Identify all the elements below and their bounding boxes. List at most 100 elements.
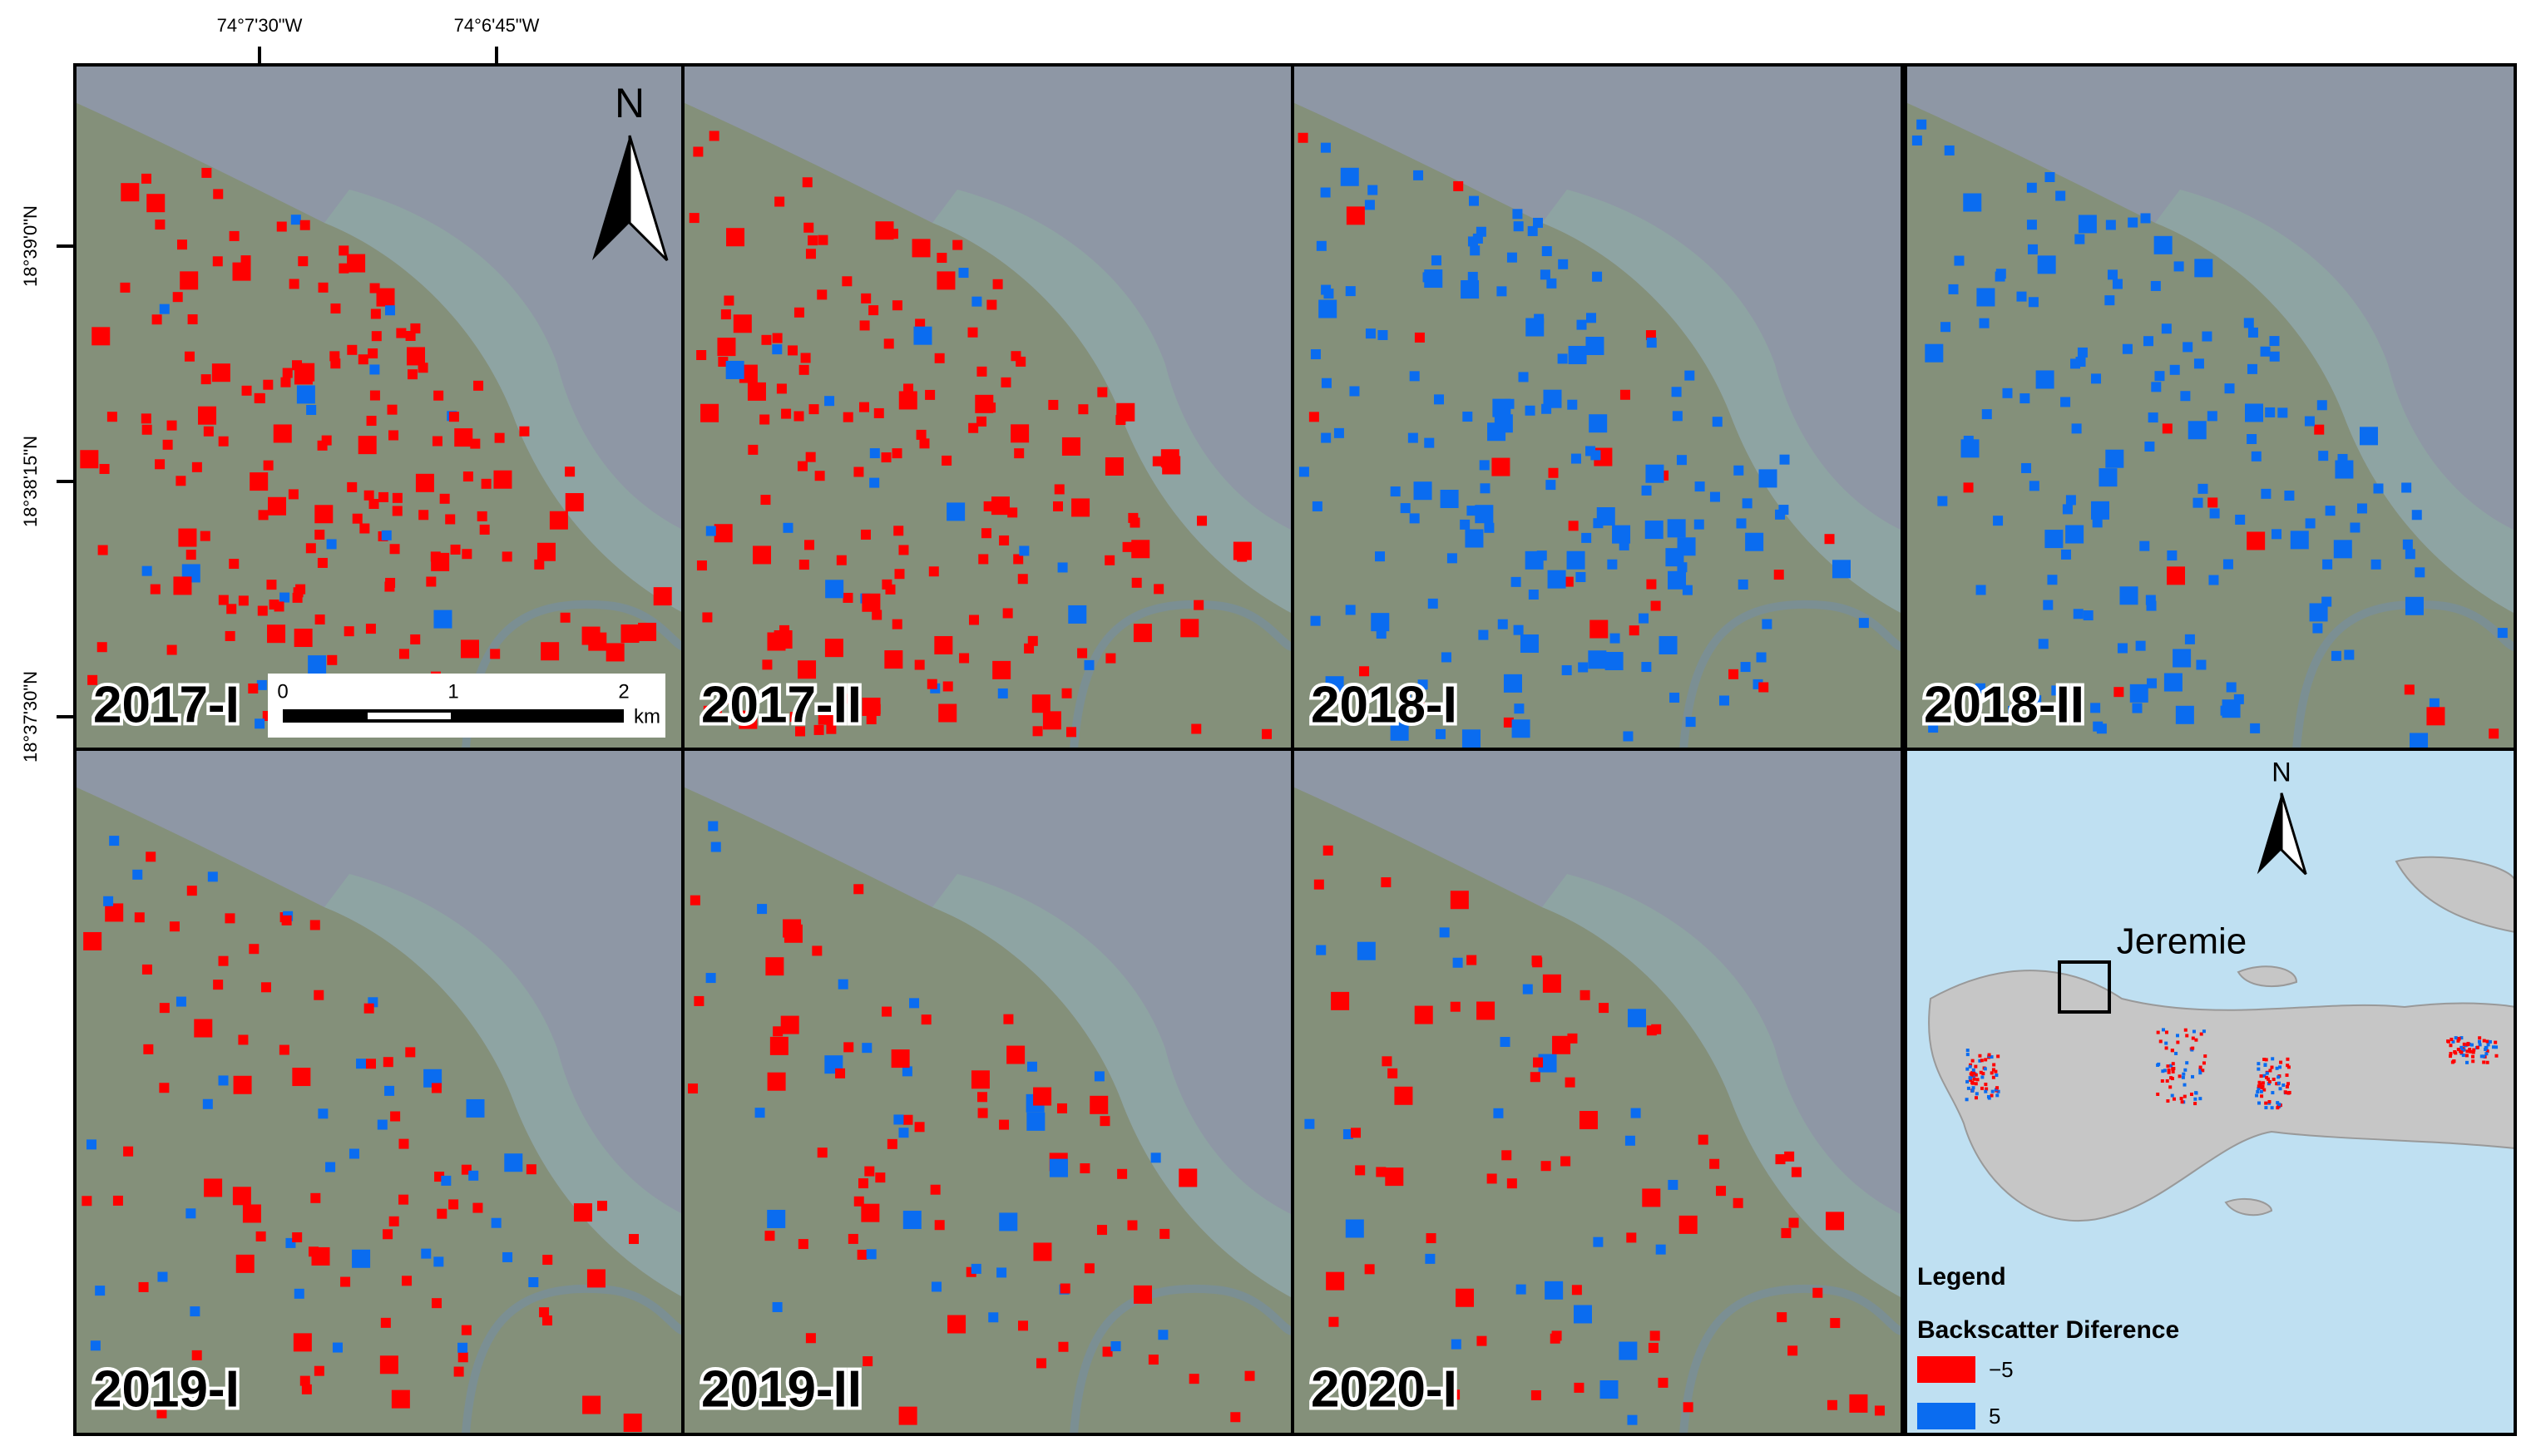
- change-pixel: [391, 1389, 410, 1409]
- change-pixel: [1385, 1167, 1404, 1187]
- change-pixel: [688, 1083, 699, 1094]
- change-pixel: [279, 592, 290, 603]
- change-pixel: [1158, 1330, 1169, 1340]
- change-pixel: [883, 338, 894, 349]
- change-pixel: [534, 559, 545, 570]
- inset-pixel: [2485, 1049, 2489, 1054]
- change-pixel: [717, 338, 736, 357]
- change-pixel: [281, 915, 292, 925]
- change-pixel: [169, 921, 180, 932]
- change-pixel: [991, 496, 1010, 516]
- change-pixel: [919, 438, 930, 449]
- inset-pixel: [1986, 1094, 1990, 1098]
- change-pixel: [1593, 1236, 1604, 1247]
- change-pixel: [2019, 393, 2030, 404]
- change-pixel: [769, 1036, 789, 1055]
- change-pixel: [1532, 217, 1543, 228]
- change-pixel: [1543, 389, 1562, 408]
- change-pixel: [999, 535, 1010, 545]
- change-pixel: [798, 364, 809, 375]
- change-pixel: [2175, 705, 2194, 724]
- change-pixel: [2129, 684, 2148, 703]
- change-pixel: [1003, 1014, 1014, 1024]
- change-pixel: [1511, 719, 1530, 738]
- change-pixel: [2044, 171, 2055, 182]
- change-pixel: [1057, 562, 1068, 573]
- legend-title: Legend: [1917, 1263, 2006, 1291]
- change-pixel: [2026, 182, 2037, 193]
- change-pixel: [2051, 685, 2062, 696]
- change-pixel: [1981, 409, 1992, 420]
- inset-pixel: [1965, 1079, 1970, 1083]
- change-pixel: [1116, 402, 1135, 422]
- change-pixel: [1740, 662, 1751, 673]
- change-pixel: [1320, 187, 1331, 198]
- change-pixel: [1394, 1086, 1413, 1105]
- inset-pixel: [2259, 1089, 2263, 1093]
- change-pixel: [2316, 400, 2327, 411]
- change-pixel: [2065, 495, 2076, 506]
- scale-bar: [368, 713, 451, 719]
- change-pixel: [536, 542, 556, 561]
- change-pixel: [2119, 586, 2138, 605]
- change-pixel: [1068, 605, 1087, 624]
- change-pixel: [2153, 235, 2173, 254]
- inset-pixel: [2156, 1030, 2160, 1034]
- change-pixel: [1525, 550, 1544, 570]
- inset-pixel: [1978, 1054, 1982, 1058]
- change-pixel: [718, 357, 729, 368]
- change-pixel: [1058, 1341, 1069, 1352]
- change-pixel: [1668, 1179, 1678, 1190]
- inset-pixel: [2263, 1063, 2267, 1067]
- inset-pixel: [2277, 1103, 2281, 1107]
- change-pixel: [1788, 1217, 1799, 1228]
- change-pixel: [565, 493, 584, 512]
- river: [1679, 1284, 1904, 1434]
- change-pixel: [381, 530, 392, 540]
- river: [1679, 600, 1904, 750]
- change-pixel: [358, 436, 377, 455]
- change-pixel: [2061, 549, 2072, 560]
- inset-pixel: [2262, 1088, 2267, 1092]
- inset-pixel: [1965, 1067, 1970, 1071]
- change-pixel: [938, 703, 957, 723]
- change-pixel: [1127, 1220, 1138, 1231]
- change-pixel: [185, 1208, 196, 1219]
- inset-pixel: [1990, 1055, 1994, 1059]
- change-pixel: [1316, 945, 1327, 955]
- change-pixel: [898, 1128, 909, 1138]
- change-pixel: [733, 314, 752, 333]
- change-pixel: [968, 614, 979, 625]
- change-pixel: [1586, 313, 1597, 323]
- change-pixel: [200, 531, 210, 541]
- change-pixel: [857, 1249, 868, 1260]
- change-pixel: [843, 592, 853, 603]
- change-pixel: [1313, 879, 1324, 890]
- inset-pixel: [2478, 1036, 2482, 1040]
- change-pixel: [2245, 403, 2264, 422]
- change-pixel: [802, 177, 813, 188]
- change-pixel: [314, 1365, 324, 1376]
- change-pixel: [2162, 423, 2173, 434]
- change-pixel: [134, 912, 145, 923]
- change-pixel: [198, 406, 217, 425]
- change-pixel: [638, 622, 657, 641]
- change-pixel: [893, 1114, 904, 1125]
- inset-pixel: [1969, 1072, 1973, 1076]
- change-pixel: [1414, 332, 1425, 343]
- change-pixel: [2031, 695, 2042, 706]
- change-pixel: [1026, 1112, 1046, 1131]
- change-pixel: [347, 344, 358, 355]
- change-pixel: [925, 389, 936, 400]
- change-pixel: [1671, 387, 1682, 397]
- change-pixel: [1566, 550, 1585, 570]
- change-pixel: [1162, 456, 1181, 475]
- change-pixel: [1042, 711, 1061, 730]
- change-pixel: [2044, 530, 2064, 549]
- change-pixel: [175, 476, 186, 486]
- change-pixel: [869, 477, 880, 488]
- change-pixel: [368, 498, 379, 509]
- change-pixel: [798, 660, 817, 679]
- change-pixel: [340, 1276, 351, 1287]
- change-pixel: [1349, 386, 1360, 397]
